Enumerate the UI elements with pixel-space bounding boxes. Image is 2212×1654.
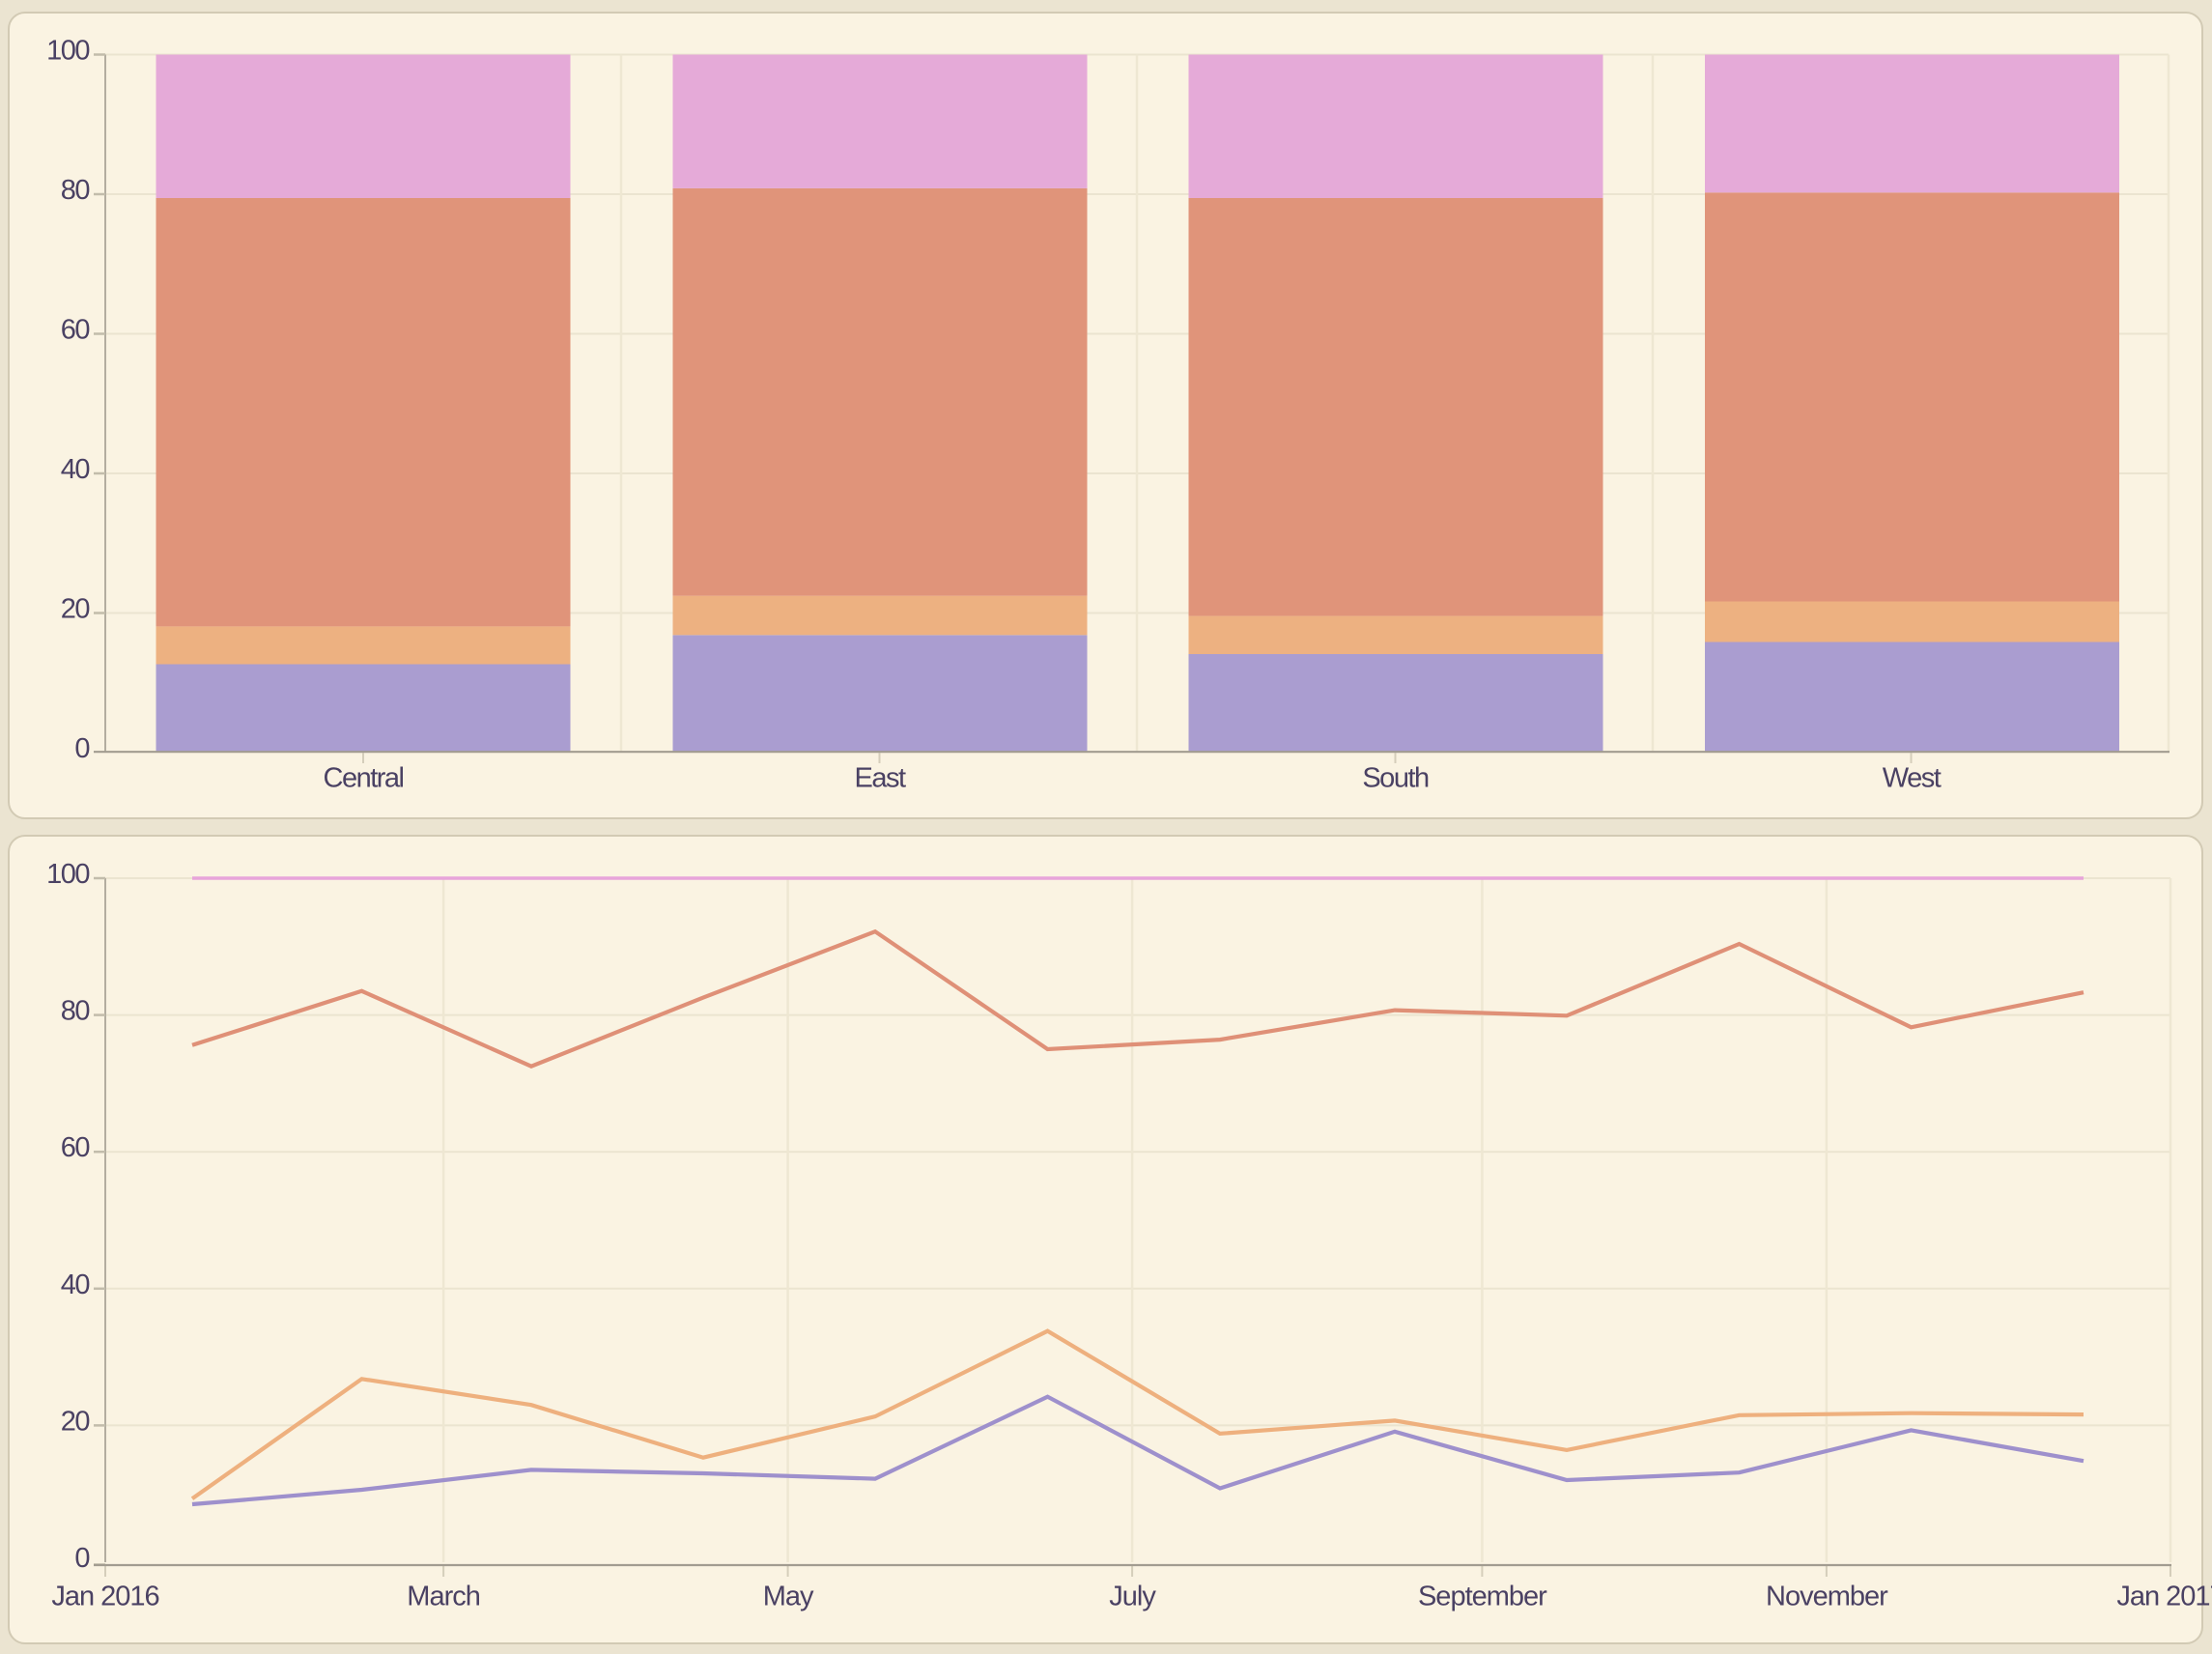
svg-text:Central: Central [324, 763, 404, 794]
svg-text:100: 100 [46, 36, 89, 67]
svg-text:40: 40 [61, 454, 90, 485]
svg-text:0: 0 [74, 733, 89, 764]
svg-text:20: 20 [61, 594, 90, 625]
svg-text:80: 80 [61, 996, 90, 1027]
svg-text:0: 0 [74, 1543, 89, 1574]
svg-text:80: 80 [61, 175, 90, 206]
svg-text:20: 20 [61, 1406, 90, 1437]
svg-text:March: March [407, 1582, 480, 1612]
svg-text:60: 60 [61, 315, 90, 346]
svg-text:East: East [854, 763, 905, 794]
svg-text:60: 60 [61, 1132, 90, 1163]
svg-text:100: 100 [46, 859, 89, 890]
svg-text:West: West [1883, 763, 1942, 794]
svg-text:November: November [1766, 1582, 1888, 1612]
svg-text:May: May [763, 1582, 814, 1612]
svg-text:Jan 2017: Jan 2017 [2116, 1582, 2212, 1612]
svg-text:July: July [1109, 1582, 1156, 1612]
svg-text:40: 40 [61, 1269, 90, 1300]
svg-text:Jan 2016: Jan 2016 [51, 1582, 158, 1612]
svg-text:South: South [1362, 763, 1429, 794]
svg-text:September: September [1418, 1582, 1547, 1612]
